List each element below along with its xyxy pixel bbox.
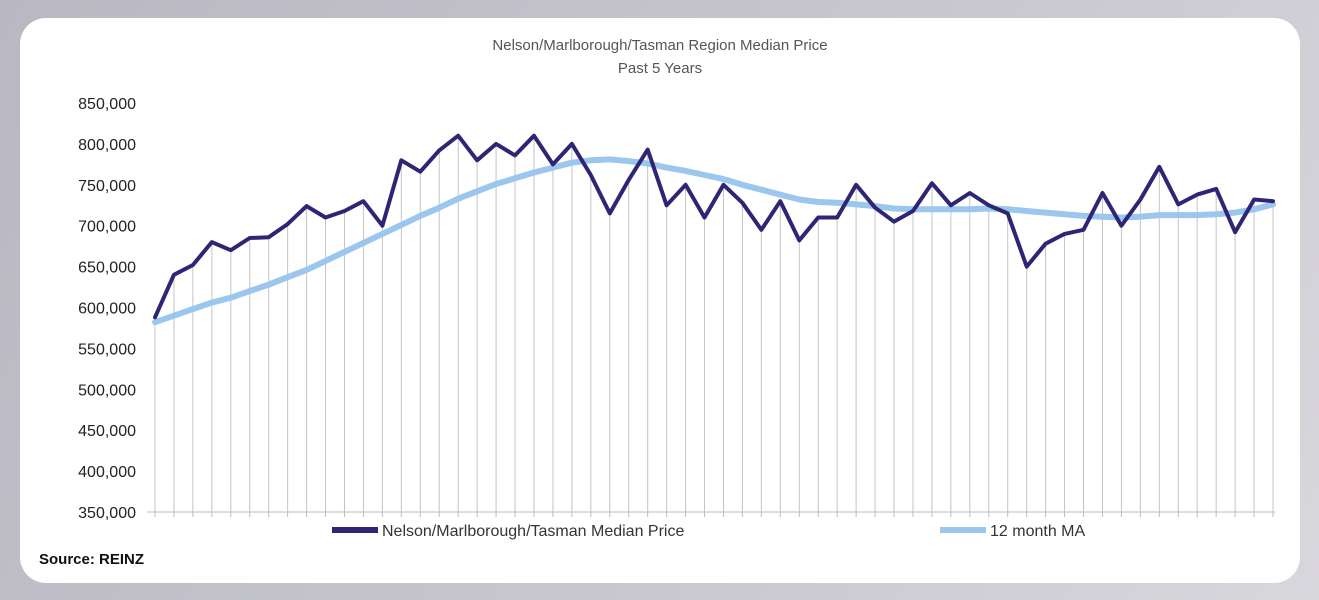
y-tick-label: 600,000 bbox=[78, 301, 136, 318]
chart-subtitle: Past 5 Years bbox=[618, 60, 702, 77]
y-tick-label: 450,000 bbox=[78, 423, 136, 440]
y-tick-label: 500,000 bbox=[78, 382, 136, 399]
y-tick-label: 400,000 bbox=[78, 464, 136, 481]
series-line-median-price bbox=[153, 133, 1275, 320]
legend-label-ma: 12 month MA bbox=[990, 523, 1085, 540]
line-chart: Nelson/Marlborough/Tasman Region Median … bbox=[39, 37, 1276, 568]
legend: Nelson/Marlborough/Tasman Median Price 1… bbox=[332, 523, 1085, 540]
y-tick-label: 350,000 bbox=[78, 505, 136, 522]
y-tick-label: 550,000 bbox=[78, 341, 136, 358]
y-tick-label: 800,000 bbox=[78, 137, 136, 154]
series-group bbox=[152, 133, 1276, 326]
y-tick-label: 650,000 bbox=[78, 260, 136, 277]
chart-title: Nelson/Marlborough/Tasman Region Median … bbox=[492, 37, 827, 54]
y-tick-label: 700,000 bbox=[78, 219, 136, 236]
source-note: Source: REINZ bbox=[39, 551, 144, 568]
y-axis: 850,000 800,000 750,000 700,000 650,000 600,0… bbox=[78, 96, 136, 522]
series-line-12-month-ma bbox=[152, 156, 1276, 326]
y-tick-label: 850,000 bbox=[78, 96, 136, 113]
x-axis bbox=[147, 511, 1275, 517]
y-tick-label: 750,000 bbox=[78, 178, 136, 195]
chart-card: Nelson/Marlborough/Tasman Region Median … bbox=[20, 18, 1300, 583]
drop-lines bbox=[154, 135, 1274, 512]
legend-label-median: Nelson/Marlborough/Tasman Median Price bbox=[382, 523, 684, 540]
